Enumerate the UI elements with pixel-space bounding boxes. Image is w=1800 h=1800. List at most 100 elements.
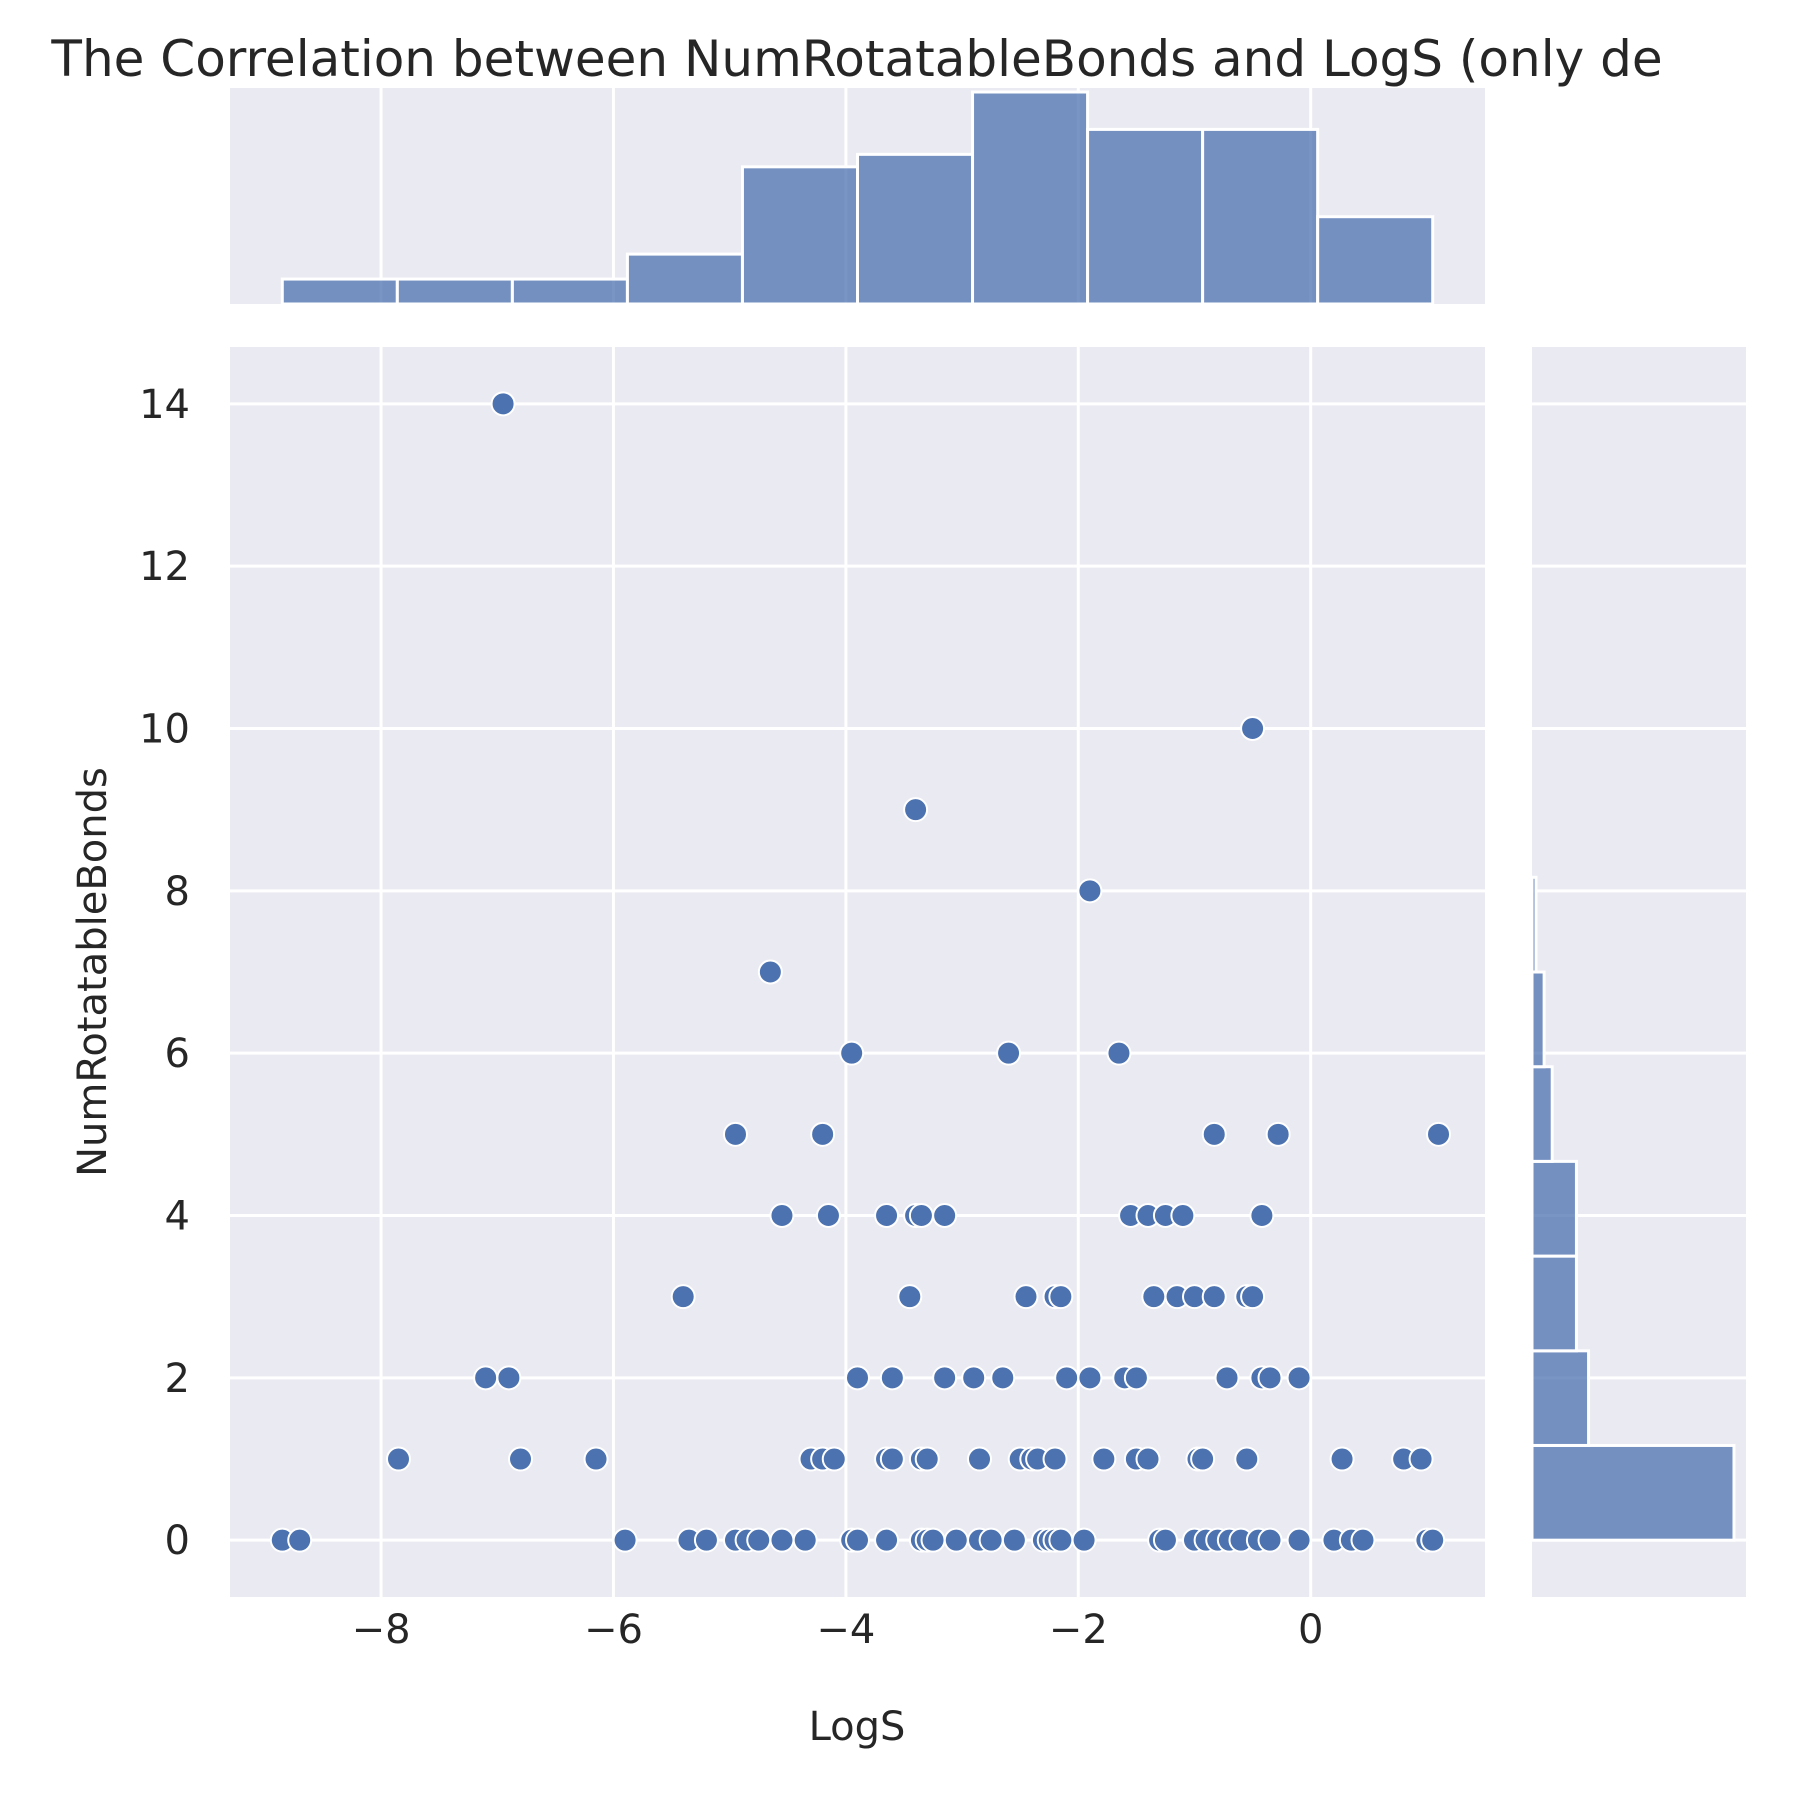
- top-histogram-bar: [280, 277, 399, 306]
- scatter-point: [1350, 1527, 1376, 1553]
- x-tick-labels: −8 −6 −4 −2 0: [352, 1607, 1324, 1653]
- scatter-point: [1048, 1284, 1074, 1310]
- right-histogram-bar: [1530, 875, 1538, 974]
- scatter-point: [932, 1365, 958, 1391]
- y-tick-label: 8: [165, 869, 190, 915]
- scatter-point: [769, 1203, 795, 1229]
- scatter-point: [815, 1203, 841, 1229]
- scatter-point: [1329, 1446, 1355, 1472]
- top-histogram-bar: [395, 277, 514, 306]
- top-histogram-bar: [740, 165, 859, 306]
- scatter-point: [1234, 1446, 1260, 1472]
- scatter-point: [1077, 1365, 1103, 1391]
- x-tick-label: −8: [352, 1607, 411, 1653]
- right-histogram-bar: [1530, 1443, 1736, 1542]
- scatter-point: [670, 1284, 696, 1310]
- top-histogram-bar: [1316, 215, 1435, 306]
- right-histogram-bar: [1530, 1159, 1578, 1258]
- right-histogram: [1530, 347, 1746, 1597]
- scatter-point: [1286, 1527, 1312, 1553]
- top-histogram-bar: [1086, 127, 1205, 306]
- scatter-point: [757, 959, 783, 985]
- top-histogram-bar: [625, 252, 744, 306]
- plot-background: [230, 347, 1485, 1597]
- right-histogram-bar: [1530, 1065, 1554, 1163]
- scatter-point: [967, 1446, 993, 1472]
- scatter-point: [385, 1446, 411, 1472]
- y-tick-label: 10: [139, 706, 190, 752]
- top-histogram-bars: [280, 90, 1435, 306]
- scatter-point: [1123, 1365, 1149, 1391]
- scatter-point: [914, 1446, 940, 1472]
- y-tick-label: 14: [139, 382, 190, 428]
- scatter-point: [490, 391, 516, 417]
- scatter-point: [287, 1527, 313, 1553]
- scatter-point: [1106, 1040, 1132, 1066]
- scatter-point: [908, 1203, 934, 1229]
- y-axis-label: NumRotatableBonds: [70, 767, 116, 1177]
- right-histogram-bars: [1530, 875, 1736, 1542]
- scatter-point: [508, 1446, 534, 1472]
- scatter-point: [978, 1527, 1004, 1553]
- scatter-point: [473, 1365, 499, 1391]
- x-tick-label: 0: [1298, 1607, 1323, 1653]
- scatter-point: [874, 1527, 900, 1553]
- scatter-point: [1077, 878, 1103, 904]
- scatter-point: [839, 1040, 865, 1066]
- x-tick-label: −2: [1049, 1607, 1108, 1653]
- scatter-point: [1240, 715, 1266, 741]
- scatter-point: [996, 1040, 1022, 1066]
- scatter-point: [746, 1527, 772, 1553]
- x-axis-label: LogS: [809, 1704, 906, 1750]
- scatter-point: [990, 1365, 1016, 1391]
- top-histogram-bar: [510, 277, 629, 306]
- scatter-point: [496, 1365, 522, 1391]
- top-histogram-bar: [1201, 127, 1320, 306]
- y-tick-label: 6: [165, 1031, 190, 1077]
- scatter-point: [583, 1446, 609, 1472]
- scatter-point: [693, 1527, 719, 1553]
- right-histogram-bar: [1530, 1349, 1591, 1447]
- scatter-point: [943, 1527, 969, 1553]
- scatter-point: [810, 1121, 836, 1147]
- scatter-point: [792, 1527, 818, 1553]
- scatter-point: [1257, 1365, 1283, 1391]
- scatter-point: [1170, 1203, 1196, 1229]
- scatter-point: [1091, 1446, 1117, 1472]
- top-histogram: [230, 88, 1485, 306]
- scatter-point: [879, 1365, 905, 1391]
- scatter-point: [879, 1446, 905, 1472]
- top-histogram-bar: [856, 152, 975, 306]
- right-histogram-bar: [1530, 1254, 1578, 1353]
- scatter-point: [1201, 1121, 1227, 1147]
- scatter-point: [1249, 1203, 1275, 1229]
- y-tick-label: 0: [165, 1518, 190, 1564]
- scatter-plot: −8 −6 −4 −2 0 0 2 4 6 8 10 12 14: [139, 347, 1485, 1653]
- scatter-point: [920, 1527, 946, 1553]
- scatter-point: [1071, 1527, 1097, 1553]
- scatter-point: [1152, 1527, 1178, 1553]
- scatter-point: [1001, 1527, 1027, 1553]
- scatter-point: [1201, 1284, 1227, 1310]
- scatter-point: [903, 797, 929, 823]
- x-tick-label: −4: [816, 1607, 875, 1653]
- scatter-point: [1286, 1365, 1312, 1391]
- scatter-point: [1257, 1527, 1283, 1553]
- scatter-point: [612, 1527, 638, 1553]
- y-tick-labels: 0 2 4 6 8 10 12 14: [139, 382, 190, 1564]
- scatter-points: [269, 391, 1452, 1553]
- scatter-point: [1013, 1284, 1039, 1310]
- scatter-point: [1042, 1446, 1068, 1472]
- scatter-point: [845, 1527, 870, 1553]
- scatter-point: [1135, 1446, 1161, 1472]
- scatter-point: [874, 1203, 900, 1229]
- top-histogram-bar: [971, 90, 1090, 306]
- scatter-point: [1408, 1446, 1434, 1472]
- scatter-point: [932, 1203, 958, 1229]
- scatter-point: [845, 1365, 870, 1391]
- right-histogram-bar: [1530, 970, 1546, 1069]
- scatter-point: [961, 1365, 987, 1391]
- y-tick-label: 12: [139, 544, 190, 590]
- scatter-point: [821, 1446, 847, 1472]
